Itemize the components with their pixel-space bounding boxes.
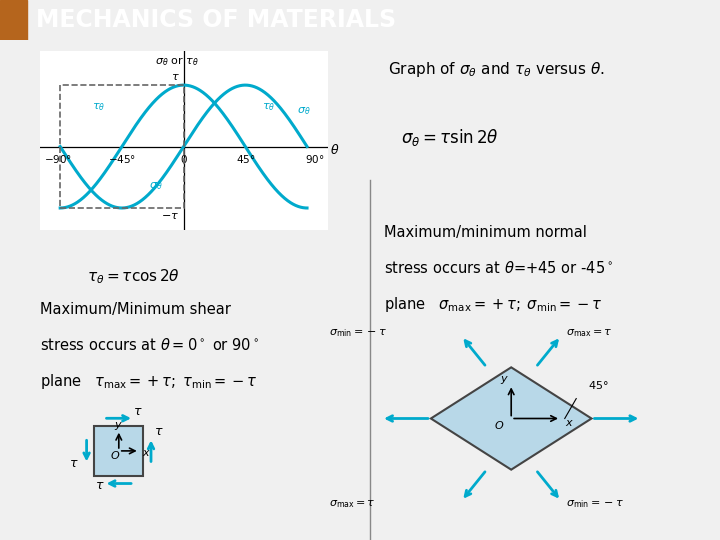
Text: $x$: $x$ <box>564 418 574 428</box>
Text: $45°$: $45°$ <box>588 379 608 391</box>
Text: $\sigma_\theta = \tau \sin 2\theta$: $\sigma_\theta = \tau \sin 2\theta$ <box>401 127 499 148</box>
Text: $O$: $O$ <box>495 418 505 431</box>
Text: $\sigma_\theta$ or $\tau_\theta$: $\sigma_\theta$ or $\tau_\theta$ <box>155 56 199 69</box>
Bar <box>94 426 143 476</box>
Text: $0$: $0$ <box>180 153 187 165</box>
Text: $\sigma_\theta$: $\sigma_\theta$ <box>149 180 163 192</box>
Text: $y$: $y$ <box>500 374 510 386</box>
Text: $\tau$: $\tau$ <box>171 72 179 82</box>
Text: $\tau$: $\tau$ <box>95 480 104 492</box>
Text: plane   $\sigma_{\mathrm{max}} = +\tau;\; \sigma_{\mathrm{min}} = -\tau$: plane $\sigma_{\mathrm{max}} = +\tau;\; … <box>384 295 603 314</box>
Text: $\tau$: $\tau$ <box>69 457 79 470</box>
Text: $45°$: $45°$ <box>235 153 255 165</box>
Text: $\sigma_\theta$: $\sigma_\theta$ <box>297 105 311 117</box>
Text: Maximum/minimum normal: Maximum/minimum normal <box>384 225 587 240</box>
Text: $x$: $x$ <box>142 448 150 458</box>
Text: $-90°$: $-90°$ <box>44 153 72 165</box>
Text: $\sigma_{\mathrm{max}}=\tau$: $\sigma_{\mathrm{max}}=\tau$ <box>567 327 613 339</box>
Text: $\tau$: $\tau$ <box>154 425 163 438</box>
Text: $\tau_\theta = \tau \cos 2\theta$: $\tau_\theta = \tau \cos 2\theta$ <box>86 267 180 286</box>
Text: Maximum/Minimum shear: Maximum/Minimum shear <box>40 302 230 318</box>
Text: $-45°$: $-45°$ <box>108 153 136 165</box>
Text: $\sigma_{\mathrm{max}}=\tau$: $\sigma_{\mathrm{max}}=\tau$ <box>329 498 376 510</box>
Text: $\tau_\theta$: $\tau_\theta$ <box>92 102 105 113</box>
Polygon shape <box>431 367 592 470</box>
Text: $90°$: $90°$ <box>305 153 325 165</box>
Text: Graph of $\sigma_\theta$ and $\tau_\theta$ versus $\theta$.: Graph of $\sigma_\theta$ and $\tau_\thet… <box>387 60 604 79</box>
Text: $\sigma_{\mathrm{min}}=-\tau$: $\sigma_{\mathrm{min}}=-\tau$ <box>329 327 387 339</box>
Text: MECHANICS OF MATERIALS: MECHANICS OF MATERIALS <box>36 8 396 32</box>
Text: $\sigma_{\mathrm{min}}=-\tau$: $\sigma_{\mathrm{min}}=-\tau$ <box>567 498 624 510</box>
Text: plane   $\tau_{\mathrm{max}} = +\tau;\; \tau_{\mathrm{min}} = -\tau$: plane $\tau_{\mathrm{max}} = +\tau;\; \t… <box>40 373 258 392</box>
Text: stress occurs at $\theta$=+45 or -45$^\circ$: stress occurs at $\theta$=+45 or -45$^\c… <box>384 260 613 276</box>
Text: $\tau_\theta$: $\tau_\theta$ <box>262 102 275 113</box>
Bar <box>0 0 27 40</box>
Text: stress occurs at $\theta = 0^\circ$ or $90^\circ$: stress occurs at $\theta = 0^\circ$ or $… <box>40 338 259 354</box>
Text: $\tau$: $\tau$ <box>133 405 143 418</box>
Text: $-\tau$: $-\tau$ <box>161 211 179 221</box>
Text: $O$: $O$ <box>110 449 121 461</box>
Text: $y$: $y$ <box>114 420 123 432</box>
Bar <box>60 85 184 208</box>
Text: $\theta$: $\theta$ <box>330 143 340 157</box>
